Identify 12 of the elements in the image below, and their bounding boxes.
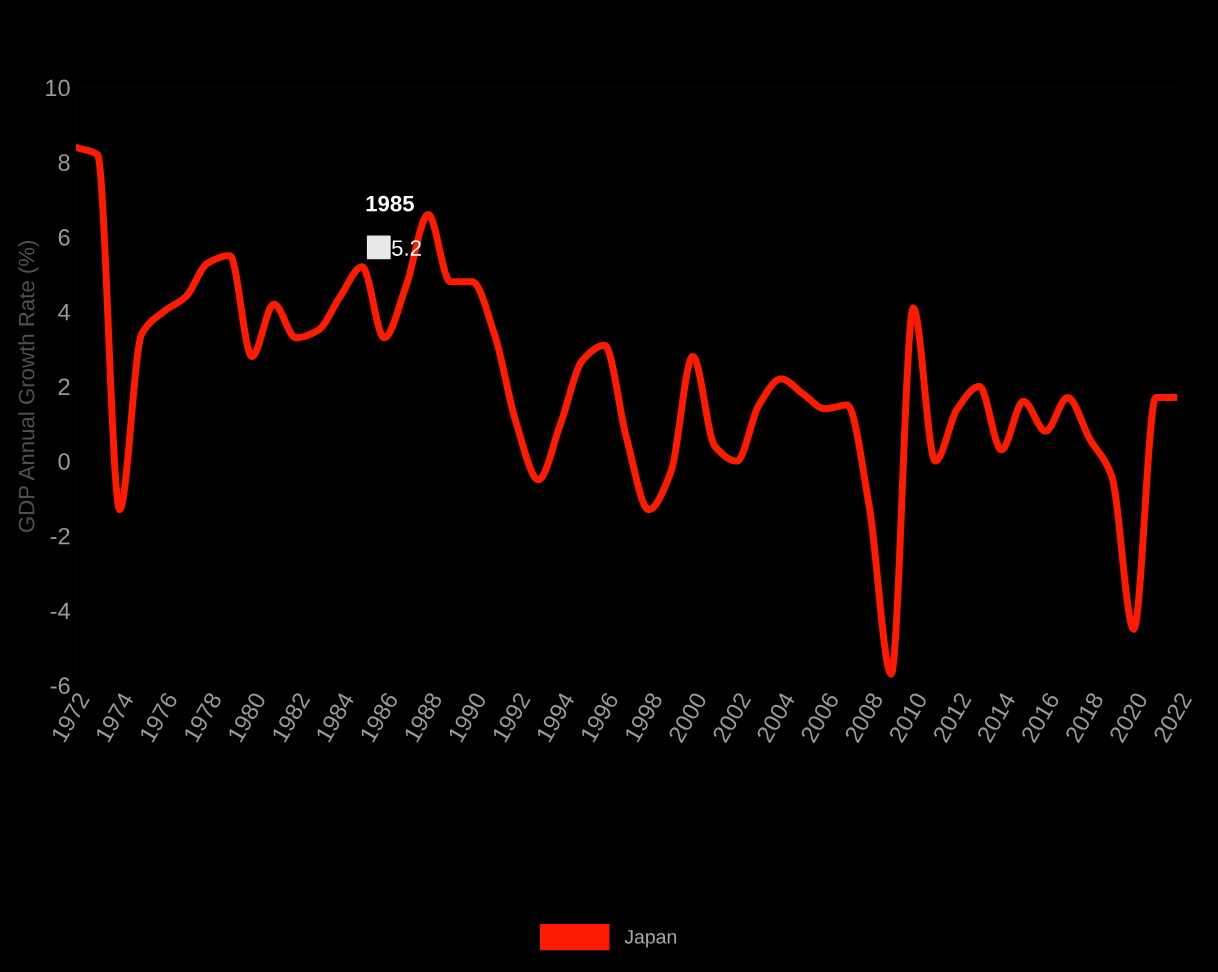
y-tick-label: 2 bbox=[58, 378, 70, 395]
y-tick-label: 8 bbox=[58, 154, 70, 171]
y-tick-label: 0 bbox=[58, 453, 70, 470]
y-axis-title: GDP Annual Growth Rate (%) bbox=[18, 240, 39, 533]
y-tick-label: -4 bbox=[50, 602, 70, 620]
y-tick-label: 6 bbox=[58, 228, 70, 246]
annotation: 1985 bbox=[366, 195, 414, 212]
y-tick-label: 4 bbox=[58, 303, 70, 321]
y-tick-label: 10 bbox=[46, 79, 70, 97]
y-tick-label: -2 bbox=[50, 527, 70, 545]
legend-label: Japan bbox=[624, 930, 677, 948]
y-tick-label: -6 bbox=[50, 677, 70, 695]
